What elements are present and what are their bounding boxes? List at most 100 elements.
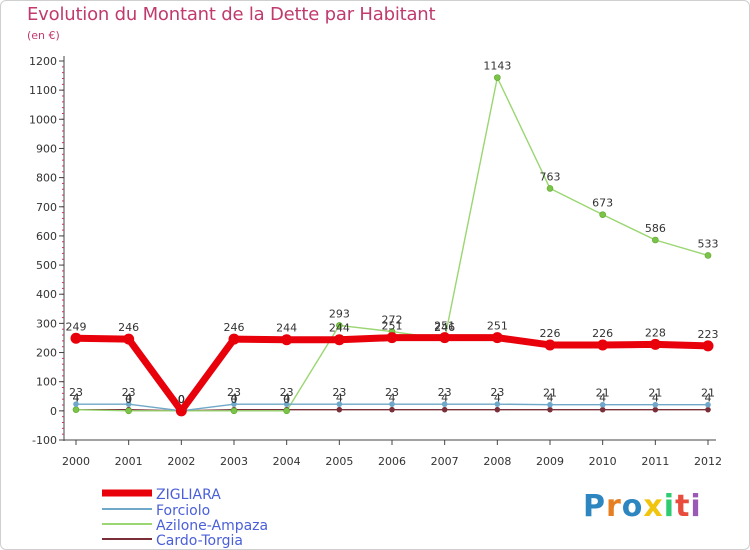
x-tick-label: 2007 [431,455,459,468]
y-tick-label: 500 [36,259,57,272]
data-point [652,236,659,244]
data-label: 23 [385,386,399,399]
data-label: 251 [487,320,508,333]
logo-letter: i [663,489,676,524]
data-label: 533 [698,237,719,250]
data-label: 23 [490,386,504,399]
y-tick-label: 900 [36,142,57,155]
data-label: 4 [599,392,606,405]
legend-label-0: ZIGLIARA [156,487,221,503]
y-tick-label: 700 [36,201,57,214]
data-label: 244 [276,322,297,335]
data-label: 23 [438,386,452,399]
data-label: 4 [441,392,448,405]
data-label: 246 [224,321,245,334]
data-label: 4 [231,392,238,405]
data-point [652,406,659,413]
data-label: 0 [178,393,185,406]
data-label: 4 [125,392,132,405]
data-point [491,332,503,344]
logo-letter: t [675,489,691,524]
data-point [652,401,659,408]
data-point [333,334,345,346]
data-label: 4 [73,392,80,405]
data-label: 4 [547,392,554,405]
data-point [705,406,711,413]
logo-letter: x [643,489,664,524]
data-point [649,338,661,350]
data-point [73,401,79,407]
chart-title: Evolution du Montant de la Dette par Hab… [27,4,436,25]
data-point [228,333,240,345]
y-tick-label: 1000 [29,113,57,126]
data-point [389,401,395,407]
data-label: 4 [283,392,290,405]
data-label: 0 [178,393,185,406]
data-point [599,211,606,218]
proxiti-logo: Proxiti [583,489,702,524]
data-label: 4 [494,392,501,405]
x-tick-label: 2001 [115,455,143,468]
data-point [70,332,82,344]
data-label: 246 [434,321,455,334]
series-line-2 [75,76,709,412]
data-point [494,406,501,413]
data-label: 23 [332,386,346,399]
data-label: 0 [231,393,238,406]
data-label: 228 [645,326,666,339]
data-label: 23 [69,386,83,399]
logo-letter: o [621,489,644,524]
data-point [441,406,448,413]
data-point [705,401,711,408]
data-label: 763 [540,170,561,183]
data-label: 4 [73,392,80,405]
data-label: 0 [125,393,132,406]
data-point [230,407,238,415]
y-tick-label: 800 [36,172,57,185]
legend-label-2: Azilone-Ampaza [156,518,268,534]
logo-letter: P [583,489,606,524]
data-point [386,332,398,344]
y-tick-label: 400 [36,288,57,301]
legend-label-3: Cardo-Torgia [156,533,243,549]
chart-unit-label: (en €) [27,29,60,42]
x-tick-label: 2009 [536,455,564,468]
data-label: 21 [543,387,557,400]
data-point [546,185,554,192]
data-point [544,339,556,351]
y-tick-label: 200 [36,347,57,360]
data-label: 586 [645,222,666,235]
data-label: 21 [648,387,662,400]
data-label: 226 [540,327,561,340]
data-label: 293 [329,307,350,320]
data-label: 226 [592,327,613,340]
logo-letter: r [606,489,622,524]
data-label: 21 [596,387,610,400]
y-tick-label: 1200 [29,55,57,68]
data-point [283,401,290,407]
data-point [547,406,553,413]
data-label: 272 [382,314,403,327]
y-tick-label: 600 [36,230,57,243]
data-label: 23 [280,386,294,399]
chart-legend: ZIGLIARAForcioloAzilone-AmpazaCardo-Torg… [102,487,268,549]
data-point [283,407,290,415]
data-point [175,405,187,417]
data-label: 4 [336,392,343,405]
data-label: 1143 [483,60,511,73]
data-label: 4 [705,392,712,405]
data-point [336,401,343,407]
data-label: 251 [382,320,403,333]
data-label: 244 [329,322,350,335]
data-label: 673 [592,197,613,210]
series-lines [72,76,712,415]
data-point [547,401,553,408]
data-label: 23 [227,386,241,399]
x-tick-label: 2000 [62,455,90,468]
y-tick-label: 100 [36,376,57,389]
data-point [599,401,606,408]
data-label: 246 [118,321,139,334]
data-point [494,74,501,81]
